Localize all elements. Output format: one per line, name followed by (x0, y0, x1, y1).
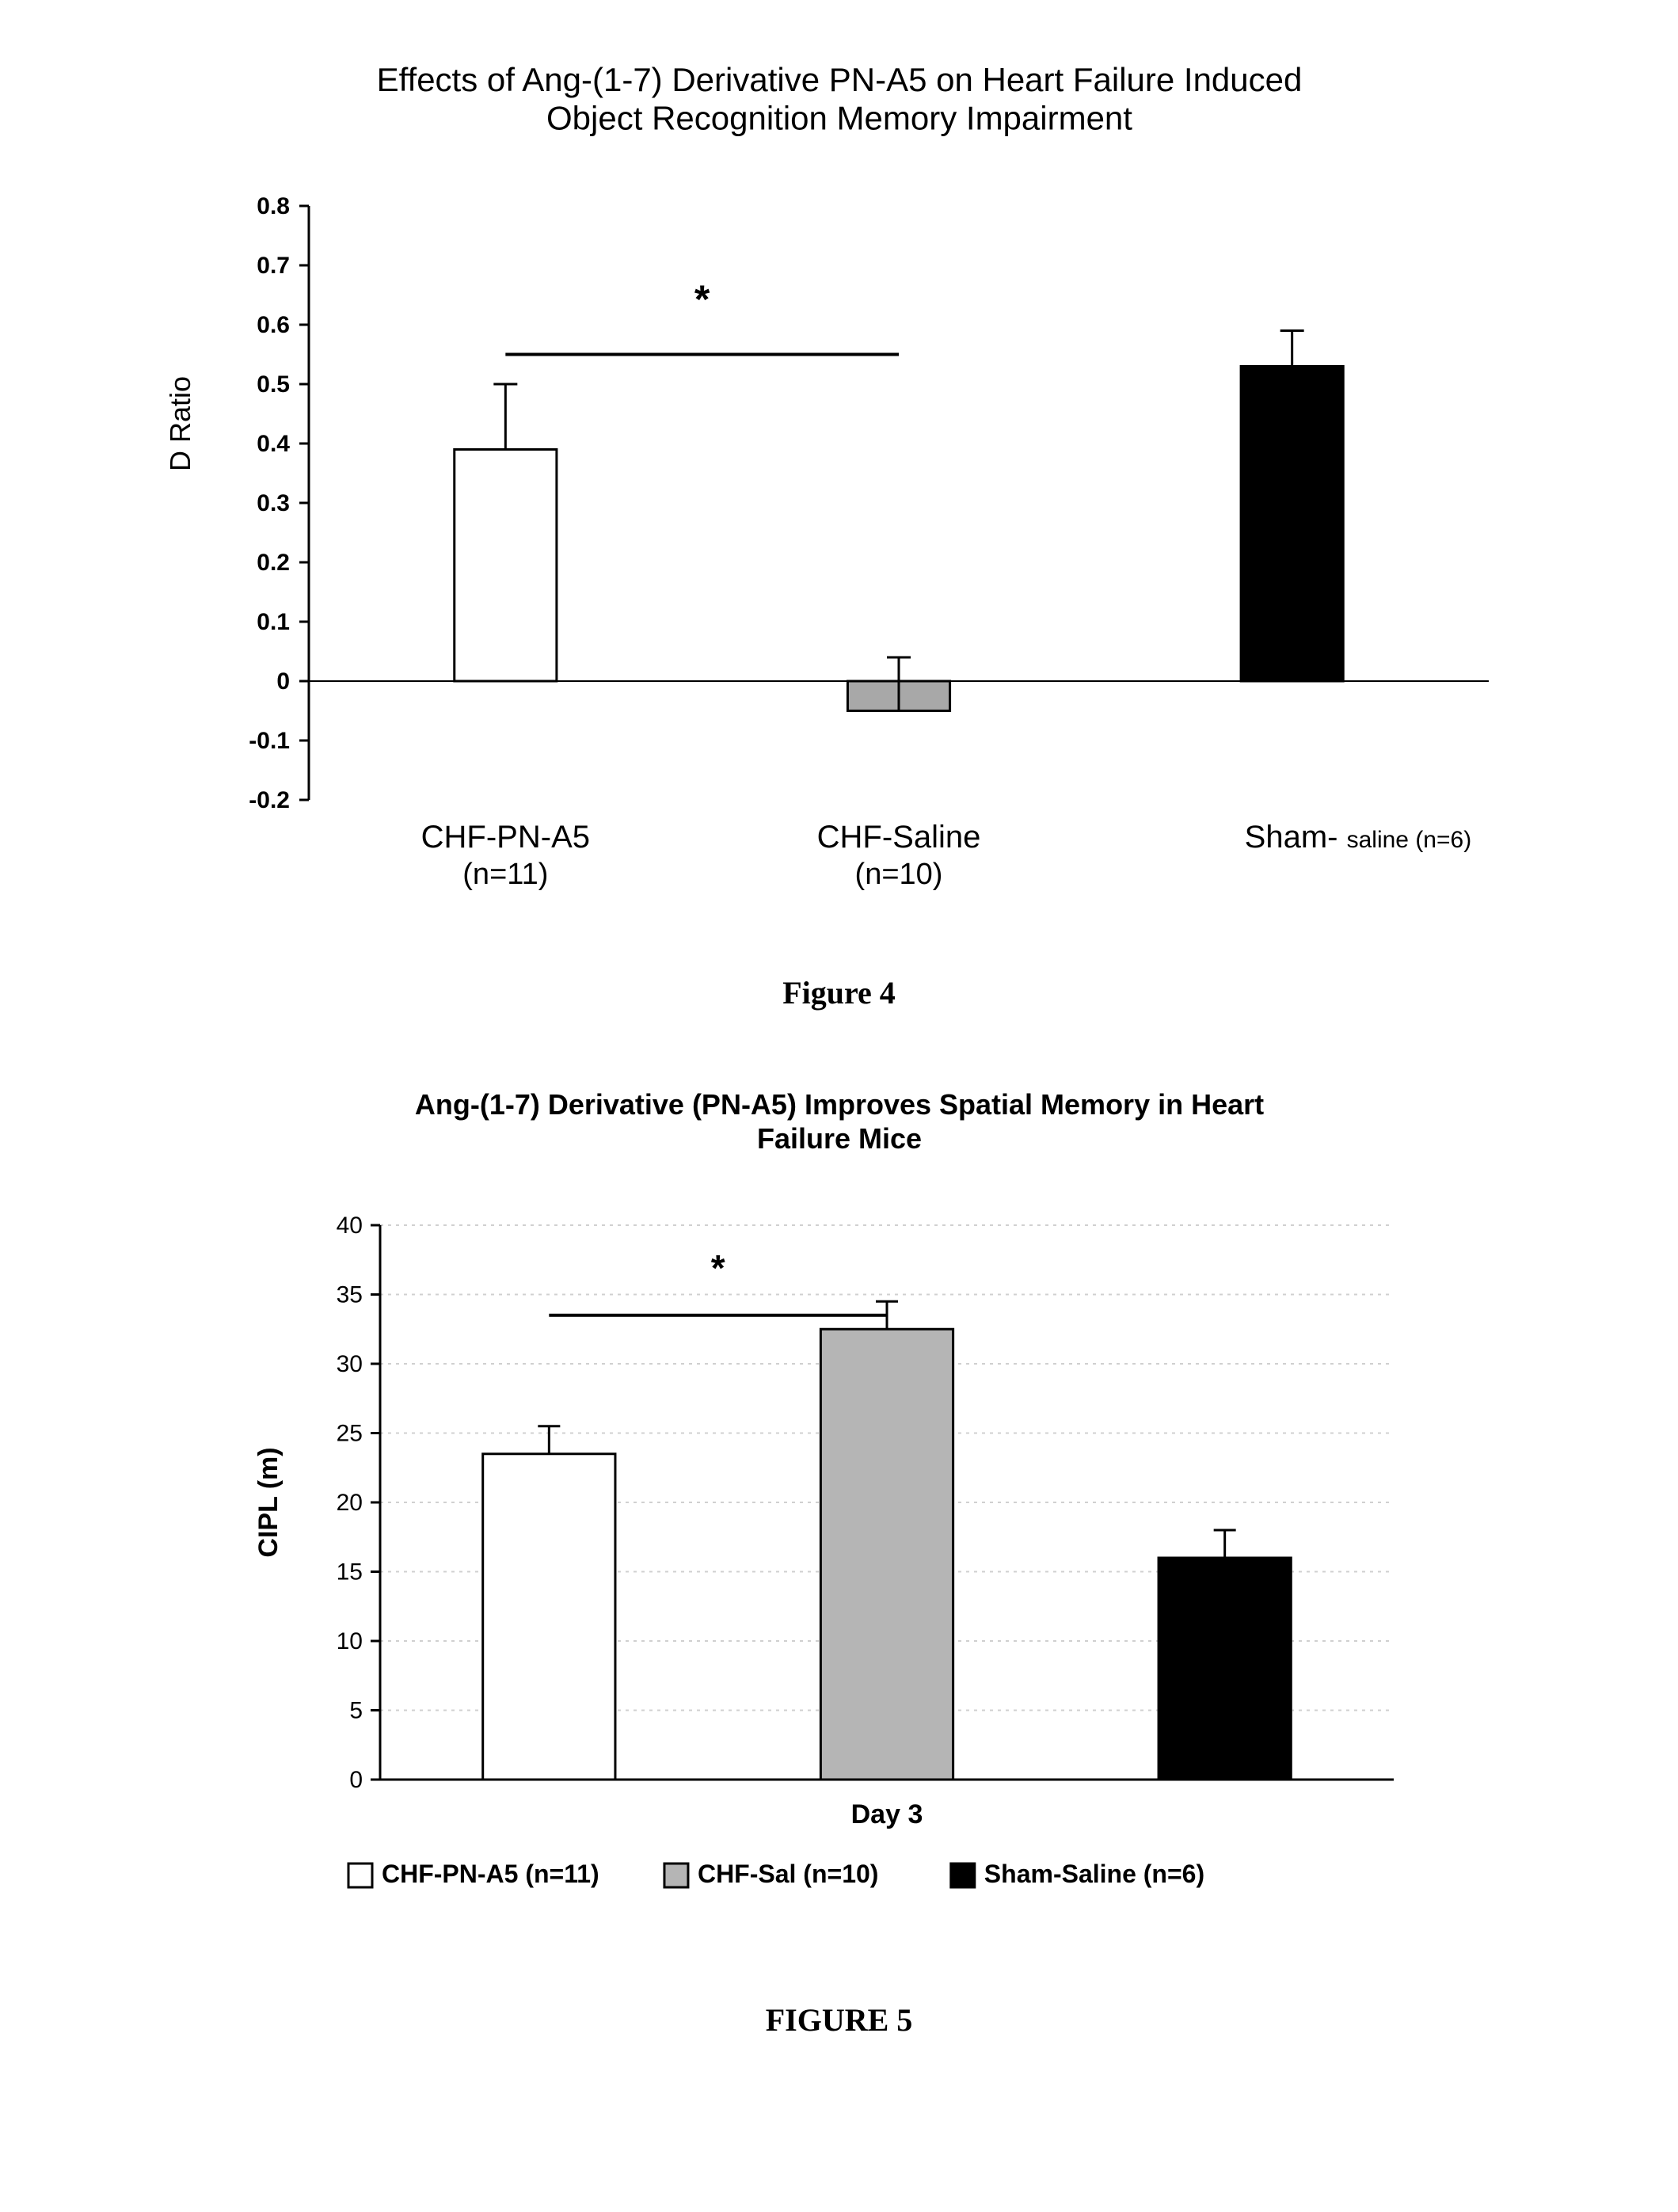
figure5-caption: FIGURE 5 (206, 2001, 1473, 2039)
figure4-ylabel: D Ratio (164, 376, 196, 471)
figure5-ytick-label: 35 (336, 1282, 362, 1308)
figure5-ytick-label: 30 (336, 1351, 362, 1377)
figure4-block: Effects of Ang-(1-7) Derivative PN-A5 on… (127, 48, 1552, 1011)
figure5-bar (1159, 1558, 1291, 1780)
figure4-ytick-label: 0.2 (257, 550, 290, 576)
figure4-ytick-label: -0.1 (249, 728, 290, 754)
figure4-xlabel: Sham- saline (n=6) (1244, 820, 1471, 855)
figure4-ytick-label: 0.8 (257, 193, 290, 219)
figure4-bar (454, 450, 556, 682)
figure5-bar (482, 1454, 615, 1780)
figure5-legend-swatch (950, 1864, 974, 1887)
figure4-ytick-label: 0.1 (257, 609, 290, 635)
figure4-ytick-label: 0 (276, 668, 290, 695)
figure5-ytick-label: 5 (349, 1698, 363, 1724)
figure5-title-line1: Ang-(1-7) Derivative (PN-A5) Improves Sp… (414, 1088, 1263, 1121)
page: Effects of Ang-(1-7) Derivative PN-A5 on… (0, 0, 1678, 2212)
figure5-block: Ang-(1-7) Derivative (PN-A5) Improves Sp… (206, 1075, 1473, 2039)
figure4-ytick-label: 0.6 (257, 312, 290, 338)
figure4-bar (1241, 367, 1343, 682)
figure5-title-line2: Failure Mice (756, 1122, 921, 1155)
figure5-ytick-label: 10 (336, 1628, 362, 1654)
figure4-ytick-label: 0.3 (257, 490, 290, 516)
figure4-xlabel-line2: (n=10) (854, 858, 942, 891)
figure5-legend-label: Sham-Saline (n=6) (984, 1860, 1204, 1888)
figure5-ytick-label: 20 (336, 1490, 362, 1516)
figure5-ytick-label: 15 (336, 1559, 362, 1586)
figure4-title-line2: Object Recognition Memory Impairment (546, 99, 1132, 136)
figure4-ytick-label: 0.4 (257, 431, 290, 457)
figure5-chart: Ang-(1-7) Derivative (PN-A5) Improves Sp… (206, 1075, 1473, 1985)
figure5-ytick-label: 0 (349, 1767, 363, 1793)
figure4-xlabel-line2: (n=11) (462, 858, 548, 891)
figure4-ytick-label: 0.5 (257, 371, 290, 398)
figure4-ytick-label: 0.7 (257, 253, 290, 279)
asterisk-icon: * (694, 277, 710, 322)
figure5-legend-swatch (664, 1864, 687, 1887)
figure5-ylabel: CIPL (m) (253, 1447, 283, 1557)
figure4-chart: Effects of Ang-(1-7) Derivative PN-A5 on… (127, 48, 1552, 958)
figure5-xlabel: Day 3 (850, 1799, 923, 1829)
figure4-title-line1: Effects of Ang-(1-7) Derivative PN-A5 on… (376, 61, 1302, 98)
figure4-ytick-label: -0.2 (249, 787, 290, 813)
figure4-caption: Figure 4 (127, 974, 1552, 1011)
figure5-ytick-label: 25 (336, 1421, 362, 1447)
figure5-legend-label: CHF-PN-A5 (n=11) (382, 1860, 599, 1888)
figure5-ytick-label: 40 (336, 1213, 362, 1239)
asterisk-icon: * (710, 1247, 725, 1289)
figure5-bar (820, 1329, 953, 1780)
figure5-legend-swatch (348, 1864, 372, 1887)
figure4-xlabel-line1: CHF-Saline (816, 820, 980, 855)
figure4-xlabel-line1: CHF-PN-A5 (420, 820, 589, 855)
figure5-legend-label: CHF-Sal (n=10) (697, 1860, 877, 1888)
